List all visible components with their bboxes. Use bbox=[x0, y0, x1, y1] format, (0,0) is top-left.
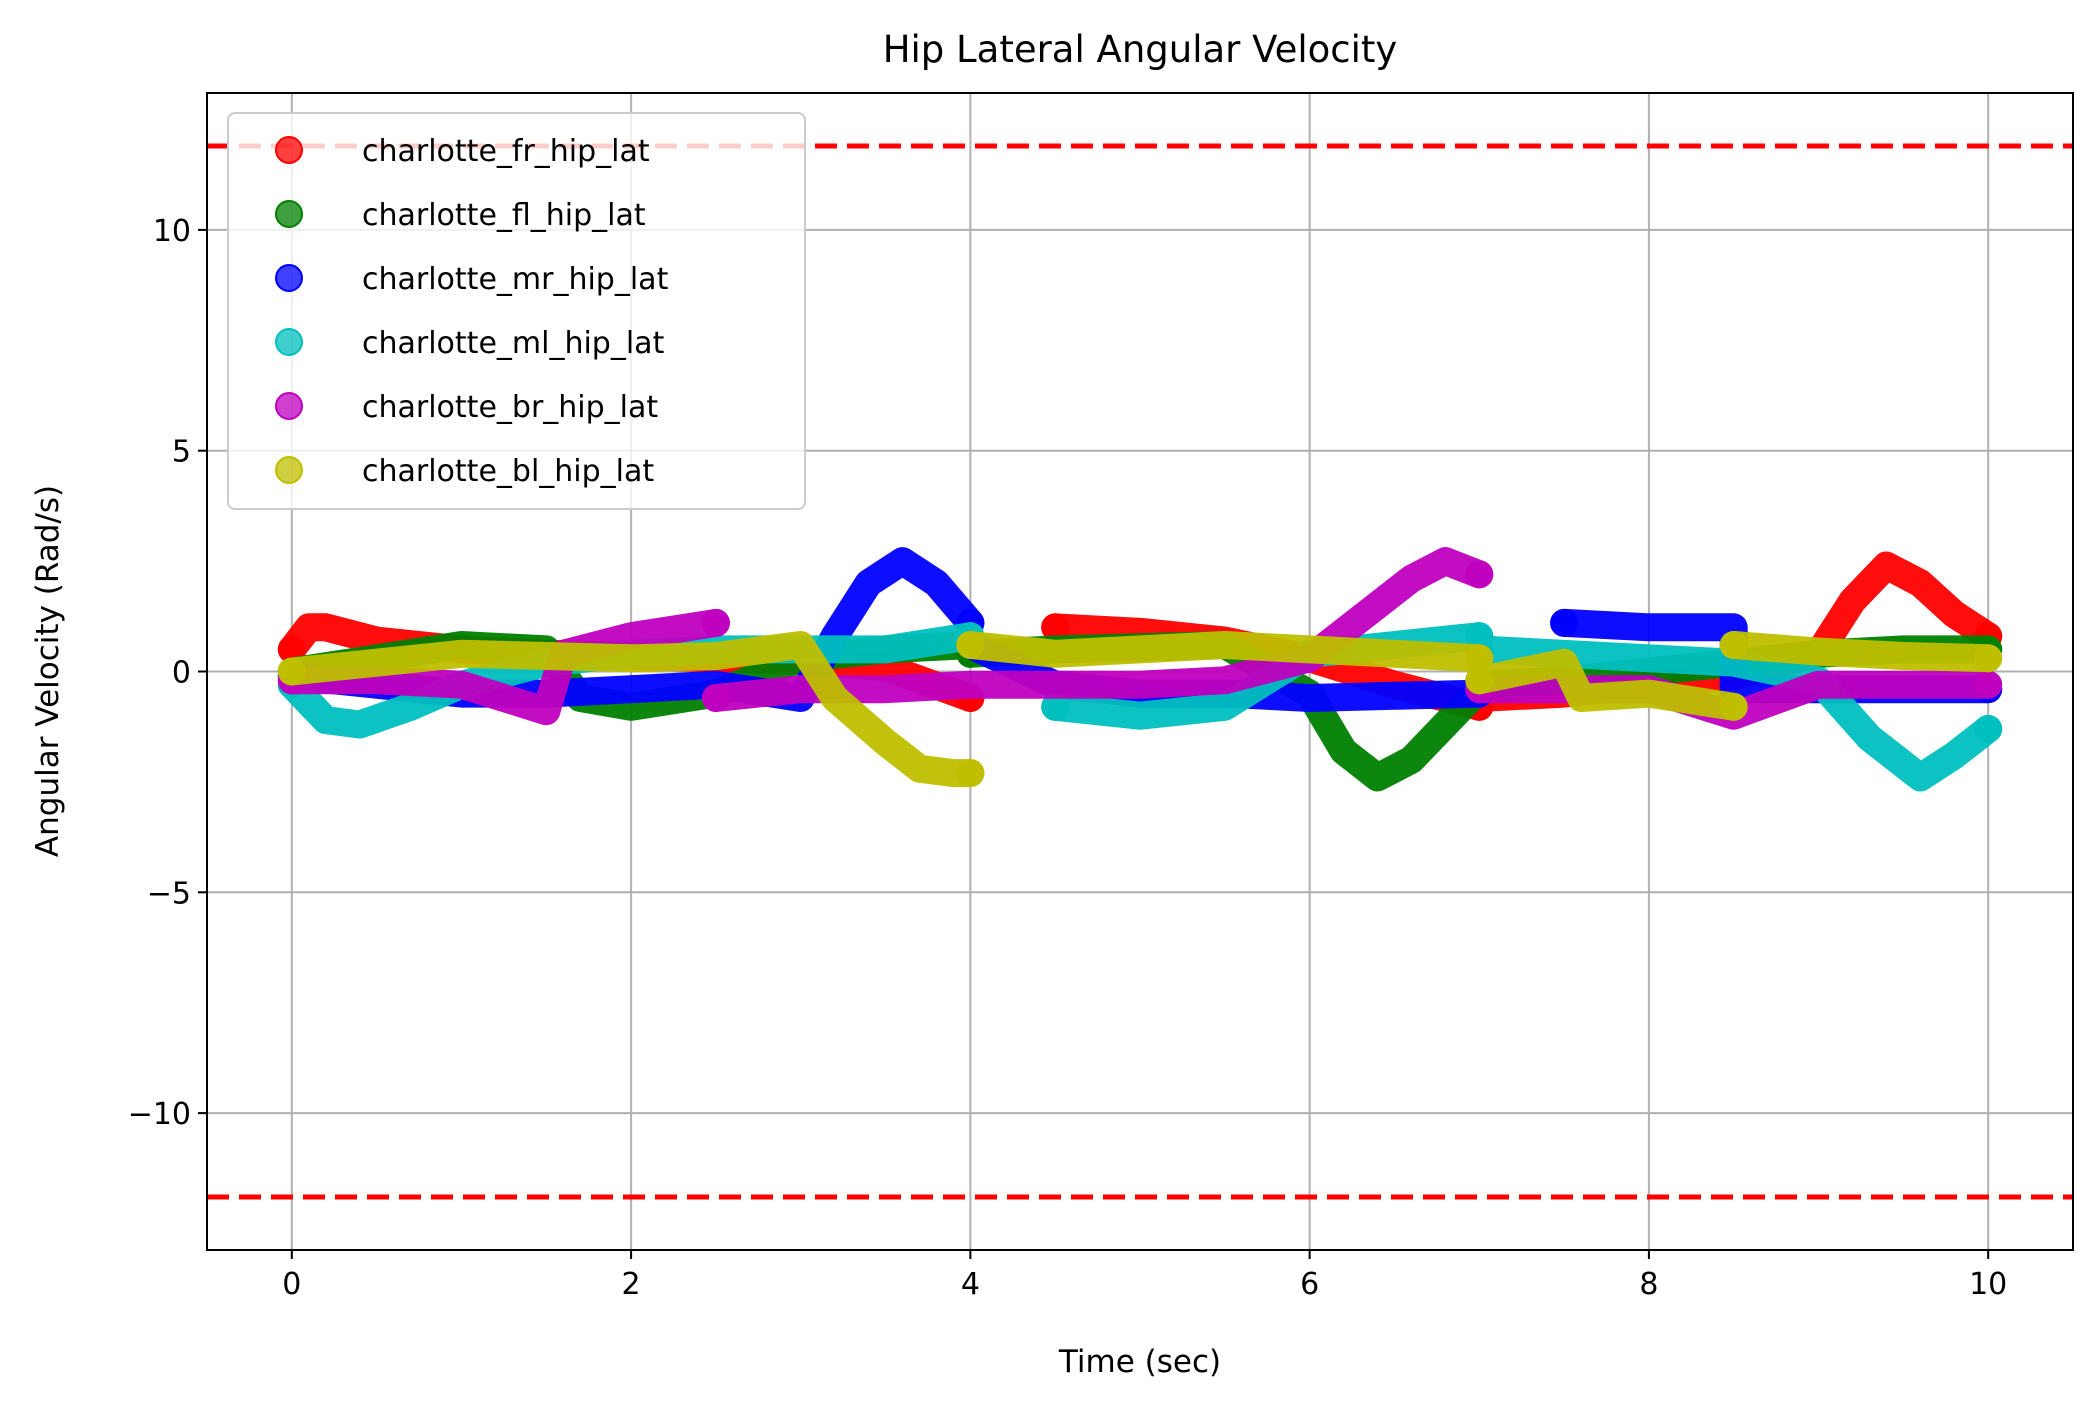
y-tick-label: −5 bbox=[147, 876, 191, 911]
series-charlotte_bl_hip_lat bbox=[277, 631, 2003, 788]
data-point bbox=[1974, 714, 2003, 743]
data-point bbox=[1041, 692, 1070, 721]
y-axis-label: Angular Velocity (Rad/s) bbox=[30, 485, 66, 857]
data-point bbox=[956, 759, 985, 788]
reference-lines bbox=[207, 143, 2073, 1200]
series-trail bbox=[277, 631, 985, 788]
legend-label: charlotte_br_hip_lat bbox=[362, 390, 658, 425]
legend-label: charlotte_mr_hip_lat bbox=[362, 262, 669, 297]
data-point bbox=[1041, 613, 1070, 642]
chart-title: Hip Lateral Angular Velocity bbox=[883, 28, 1398, 71]
legend-box bbox=[227, 112, 806, 510]
y-tick-label: −10 bbox=[128, 1097, 191, 1132]
data-point bbox=[1974, 670, 2003, 699]
series-trail bbox=[1465, 648, 1748, 721]
legend-marker bbox=[275, 456, 303, 484]
legend-label: charlotte_ml_hip_lat bbox=[362, 326, 665, 361]
x-tick-label: 8 bbox=[1639, 1267, 1658, 1302]
legend-marker bbox=[275, 328, 303, 356]
legend-marker bbox=[275, 136, 303, 164]
data-point bbox=[1719, 692, 1748, 721]
data-point bbox=[1719, 631, 1748, 660]
legend: charlotte_fr_hip_lat charlotte_fl_hip_lat… bbox=[227, 112, 806, 510]
data-point bbox=[1465, 666, 1494, 695]
x-tick-label: 2 bbox=[622, 1267, 641, 1302]
legend-label: charlotte_bl_hip_lat bbox=[362, 454, 654, 489]
x-axis-ticks: 0 2 4 6 8 10 bbox=[282, 1250, 2007, 1302]
data-point bbox=[1465, 560, 1494, 589]
y-tick-label: 10 bbox=[153, 214, 191, 249]
y-tick-label: 5 bbox=[172, 435, 191, 470]
data-series bbox=[277, 547, 2003, 792]
x-tick-label: 4 bbox=[961, 1267, 980, 1302]
legend-label: charlotte_fl_hip_lat bbox=[362, 198, 646, 233]
x-tick-label: 0 bbox=[282, 1267, 301, 1302]
y-axis-ticks: −10 −5 0 5 10 bbox=[128, 214, 207, 1132]
series-trail bbox=[1719, 631, 2003, 673]
data-point bbox=[956, 631, 985, 660]
legend-marker bbox=[275, 264, 303, 292]
y-tick-label: 0 bbox=[172, 656, 191, 691]
series-trail bbox=[956, 631, 1494, 673]
x-axis-label: Time (sec) bbox=[1058, 1344, 1221, 1380]
data-point bbox=[701, 608, 730, 637]
series-trail bbox=[701, 547, 1494, 712]
x-tick-label: 10 bbox=[1969, 1267, 2007, 1302]
data-point bbox=[1550, 608, 1579, 637]
data-point bbox=[277, 657, 306, 686]
data-point bbox=[701, 683, 730, 712]
legend-marker bbox=[275, 200, 303, 228]
legend-label: charlotte_fr_hip_lat bbox=[362, 134, 650, 169]
x-tick-label: 6 bbox=[1300, 1267, 1319, 1302]
data-point bbox=[1974, 644, 2003, 673]
series-trail bbox=[277, 608, 730, 726]
legend-marker bbox=[275, 392, 303, 420]
